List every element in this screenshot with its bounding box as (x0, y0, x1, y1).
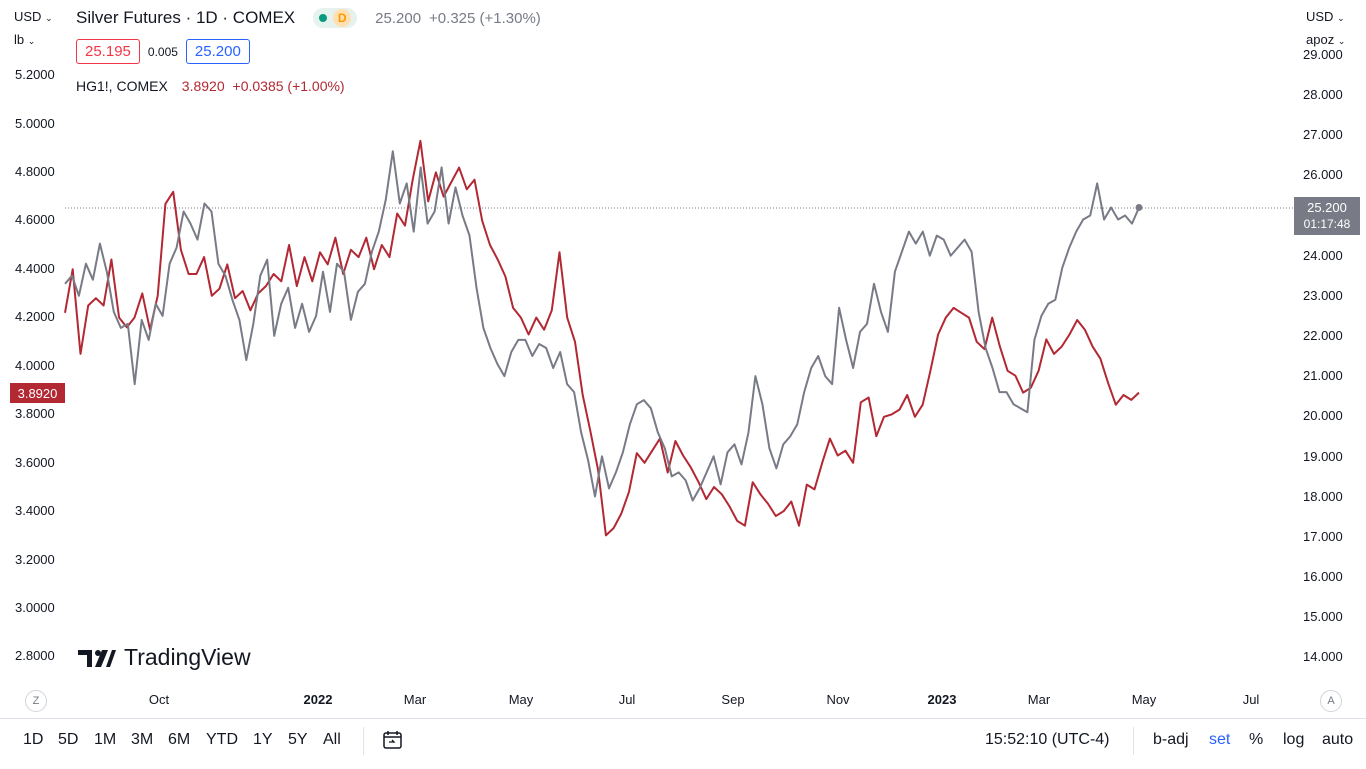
toolbar-divider (363, 727, 364, 755)
right-tick: 17.000 (1303, 529, 1343, 544)
toggle-set[interactable]: set (1209, 731, 1231, 748)
silver-last-point (1135, 204, 1143, 211)
left-tick: 4.8000 (15, 164, 55, 179)
right-last-price-value: 25.200 (1307, 200, 1347, 215)
timeframe-1m[interactable]: 1M (94, 731, 117, 748)
timeframe-3m[interactable]: 3M (131, 731, 154, 748)
left-tick: 3.4000 (15, 503, 55, 518)
right-tick: 26.000 (1303, 167, 1343, 182)
left-currency-selector[interactable]: USD ⌄ (14, 9, 53, 24)
right-currency-label: USD (1306, 9, 1334, 24)
left-tick: 4.0000 (15, 358, 55, 373)
timeframe-all[interactable]: All (323, 731, 341, 748)
timeframe-1y[interactable]: 1Y (253, 731, 273, 748)
x-tick: May (508, 692, 534, 707)
symbol-title[interactable]: Silver Futures · 1D · COMEX (76, 8, 296, 27)
left-tick: 4.4000 (15, 261, 55, 276)
main-symbol-legend: Silver Futures · 1D · COMEX D 25.200 +0.… (76, 8, 541, 28)
right-unit-label: apoz (1306, 32, 1335, 47)
x-tick: Nov (826, 692, 850, 707)
timeframe-1d[interactable]: 1D (23, 731, 44, 748)
x-tick: Jul (618, 692, 636, 707)
x-tick: Jul (1242, 692, 1260, 707)
compare-symbol-change: +0.0385 (+1.00%) (232, 78, 345, 94)
bar-countdown: 01:17:48 (1303, 217, 1351, 231)
left-unit-selector[interactable]: lb ⌄ (14, 32, 35, 47)
timeframe-5d[interactable]: 5D (58, 731, 79, 748)
left-tick: 3.6000 (15, 455, 55, 470)
right-currency-selector[interactable]: USD ⌄ (1306, 9, 1345, 24)
toggle-b-adj[interactable]: b-adj (1153, 731, 1189, 748)
price-change: +0.325 (+1.30%) (429, 9, 541, 27)
right-tick: 29.000 (1303, 47, 1343, 62)
right-tick: 28.000 (1303, 87, 1343, 102)
right-tick: 24.000 (1303, 248, 1343, 263)
compare-symbol-name: HG1!, COMEX (76, 78, 168, 94)
right-tick: 16.000 (1303, 569, 1343, 584)
ask-button[interactable]: 25.200 (185, 39, 250, 64)
right-tick: 15.000 (1303, 609, 1343, 624)
left-last-price-tag: 3.8920 (10, 383, 65, 403)
left-tick: 3.2000 (15, 552, 55, 567)
chevron-down-icon: ⌄ (27, 36, 36, 46)
watermark-text: TradingView (124, 644, 251, 670)
x-tick: 2023 (927, 692, 957, 707)
chevron-down-icon: ⌄ (45, 13, 53, 23)
x-tick: Sep (721, 692, 745, 707)
last-price: 25.200 (375, 9, 422, 27)
timeframe-6m[interactable]: 6M (168, 731, 191, 748)
x-tick: Mar (403, 692, 427, 707)
x-tick: 2022 (303, 692, 333, 707)
silver-series-line (64, 150, 1140, 502)
auto-scale-button[interactable]: A (1320, 690, 1342, 712)
right-tick: 19.000 (1303, 449, 1343, 464)
copper-series-line (64, 139, 1140, 537)
left-tick: 3.8000 (15, 406, 55, 421)
left-unit-label: lb (14, 32, 25, 47)
x-tick: Oct (148, 692, 170, 707)
bid-ask-row: 25.195 0.005 25.200 (76, 39, 250, 64)
left-tick: 5.2000 (15, 67, 55, 82)
market-status-badge[interactable]: D (313, 8, 358, 28)
timeframe-ytd[interactable]: YTD (206, 731, 238, 748)
right-tick: 22.000 (1303, 328, 1343, 343)
right-tick: 18.000 (1303, 489, 1343, 504)
toggle-log[interactable]: log (1283, 731, 1305, 748)
bid-button[interactable]: 25.195 (76, 39, 140, 64)
tradingview-logo-icon (78, 649, 116, 667)
toolbar-divider (1133, 727, 1134, 755)
right-tick: 14.000 (1303, 649, 1343, 664)
x-tick: Mar (1027, 692, 1051, 707)
bottom-toolbar (0, 718, 1366, 769)
spread-value: 0.005 (147, 44, 178, 59)
compare-symbol-price: 3.8920 (181, 78, 225, 94)
left-tick: 5.0000 (15, 116, 55, 131)
right-tick: 27.000 (1303, 127, 1343, 142)
right-tick: 21.000 (1303, 368, 1343, 383)
left-tick: 2.8000 (15, 648, 55, 663)
chevron-down-icon: ⌄ (1337, 36, 1346, 46)
compare-symbol-legend[interactable]: HG1!, COMEX 3.8920 +0.0385 (+1.00%) (76, 78, 345, 94)
delayed-data-badge: D (333, 9, 352, 27)
tradingview-watermark[interactable]: TradingView (78, 644, 251, 671)
left-tick: 3.0000 (15, 600, 55, 615)
compare-symbol-values: 3.8920 +0.0385 (+1.00%) (182, 78, 345, 94)
right-last-price-tag: 25.200 01:17:48 (1294, 197, 1360, 235)
goto-date-button[interactable]: Z (25, 690, 47, 712)
timeframe-5y[interactable]: 5Y (288, 731, 308, 748)
market-open-icon (319, 14, 328, 22)
left-currency-label: USD (14, 9, 42, 24)
toggle-percent[interactable]: % (1249, 731, 1264, 748)
toggle-auto[interactable]: auto (1322, 731, 1354, 748)
right-unit-selector[interactable]: apoz ⌄ (1306, 32, 1345, 47)
right-tick: 20.000 (1303, 408, 1343, 423)
chevron-down-icon: ⌄ (1337, 13, 1345, 23)
left-tick: 4.2000 (15, 309, 55, 324)
left-tick: 4.6000 (15, 212, 55, 227)
date-range-icon[interactable] (382, 729, 404, 751)
x-tick: May (1131, 692, 1157, 707)
price-chart[interactable] (0, 0, 1366, 690)
clock-timezone[interactable]: 15:52:10 (UTC-4) (985, 731, 1110, 748)
right-tick: 23.000 (1303, 288, 1343, 303)
